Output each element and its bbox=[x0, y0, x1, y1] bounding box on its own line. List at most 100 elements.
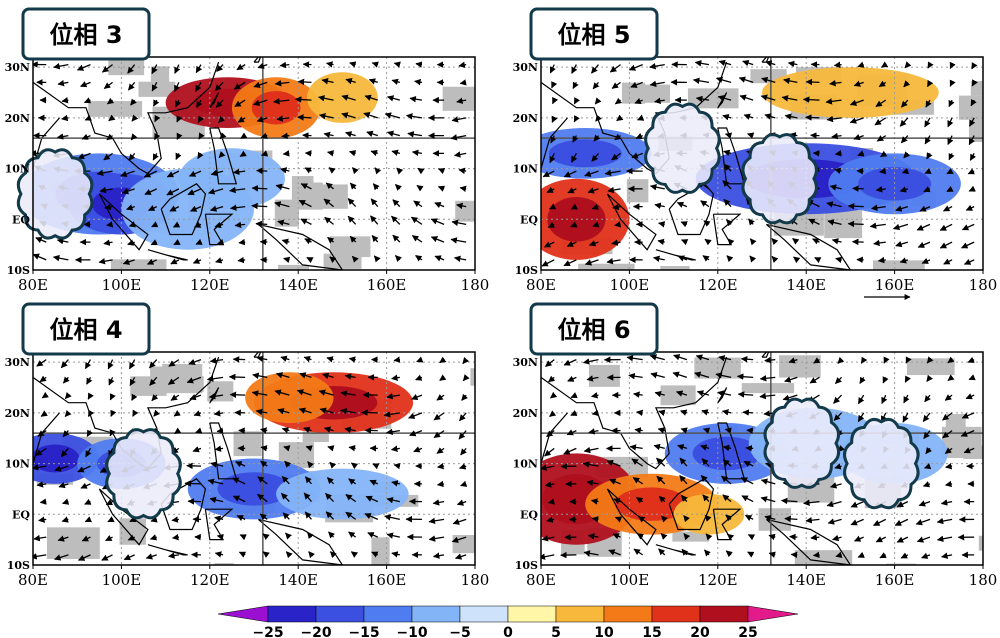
wind-vector bbox=[255, 408, 268, 416]
wind-vector bbox=[847, 202, 864, 210]
wind-vector bbox=[947, 117, 954, 128]
wind-vector bbox=[551, 81, 558, 89]
wind-vector bbox=[715, 76, 732, 84]
wind-vector bbox=[740, 477, 754, 485]
colorbar-max-arrow bbox=[747, 605, 799, 623]
wind-vector bbox=[591, 516, 599, 523]
wind-vector bbox=[551, 115, 558, 123]
x-tick-label: 180 bbox=[969, 571, 998, 589]
wind-vector bbox=[458, 430, 467, 440]
wind-vector bbox=[302, 132, 312, 139]
wind-vector bbox=[548, 375, 556, 383]
wind-vector bbox=[260, 460, 268, 468]
wind-vector bbox=[437, 185, 446, 192]
insignificant-patch bbox=[174, 376, 204, 393]
wind-vector bbox=[323, 426, 334, 433]
wind-vector bbox=[260, 427, 268, 434]
wind-vector bbox=[106, 221, 114, 228]
wind-vector bbox=[803, 499, 820, 506]
wind-vector bbox=[657, 427, 665, 434]
wind-vector bbox=[366, 130, 378, 137]
insignificant-patch bbox=[578, 263, 635, 270]
wind-vector bbox=[613, 498, 621, 505]
wind-vector bbox=[918, 500, 931, 507]
wind-vector bbox=[62, 376, 70, 384]
wind-vector bbox=[174, 427, 182, 435]
colorbar-swatch bbox=[267, 605, 317, 623]
wind-vector bbox=[176, 115, 183, 123]
colorbar-swatch bbox=[555, 605, 605, 623]
wind-vector bbox=[904, 375, 911, 383]
wind-vector bbox=[650, 372, 665, 379]
wind-vector bbox=[550, 135, 557, 144]
wind-vector bbox=[214, 221, 224, 229]
wind-vector bbox=[365, 495, 379, 503]
y-tick-label: EQ bbox=[520, 213, 538, 226]
x-tick-label: 120E bbox=[190, 276, 230, 294]
wind-vector bbox=[238, 238, 246, 246]
wind-vector bbox=[430, 218, 445, 225]
wind-vector bbox=[450, 134, 467, 141]
insignificant-patch bbox=[88, 101, 143, 117]
wind-vector bbox=[363, 112, 378, 119]
wind-vector bbox=[391, 374, 400, 381]
wind-vector bbox=[210, 461, 224, 468]
wind-vector bbox=[462, 374, 470, 382]
wind-vector bbox=[208, 188, 224, 195]
wind-vector bbox=[33, 534, 47, 542]
wind-vector bbox=[237, 256, 246, 264]
wind-vector bbox=[924, 167, 932, 174]
wind-vector bbox=[704, 549, 711, 557]
wind-vector bbox=[297, 78, 312, 86]
wind-vector bbox=[760, 496, 776, 503]
wind-vector bbox=[612, 203, 621, 211]
wind-vector bbox=[582, 358, 599, 365]
wind-vector bbox=[300, 183, 312, 190]
wind-vector bbox=[327, 445, 335, 452]
wind-vector bbox=[459, 79, 467, 86]
wind-vector bbox=[563, 259, 577, 267]
wind-vector bbox=[393, 356, 401, 363]
wind-vector bbox=[349, 182, 357, 190]
wind-vector bbox=[410, 216, 423, 225]
wind-vector bbox=[260, 445, 268, 452]
wind-vector bbox=[131, 114, 139, 122]
wind-vector bbox=[349, 150, 357, 157]
coastline bbox=[712, 213, 742, 246]
wind-vector bbox=[549, 64, 556, 74]
wind-vector bbox=[765, 60, 776, 67]
wind-vector bbox=[875, 186, 886, 193]
colorbar-label: −20 bbox=[300, 625, 331, 638]
wind-vector bbox=[168, 552, 179, 559]
wind-vector bbox=[123, 554, 135, 561]
wind-vector bbox=[235, 461, 246, 468]
coastline bbox=[766, 223, 852, 270]
wind-vector bbox=[283, 256, 291, 264]
wind-vector bbox=[127, 64, 136, 74]
insignificant-patch bbox=[978, 535, 983, 551]
wind-vector bbox=[216, 64, 224, 72]
coastline bbox=[606, 193, 657, 251]
wind-vector bbox=[895, 205, 909, 212]
wind-vector bbox=[308, 551, 315, 559]
anomaly-region bbox=[276, 468, 409, 520]
wind-vector bbox=[761, 76, 776, 84]
convection-cloud-icon bbox=[644, 102, 721, 194]
wind-vector bbox=[54, 554, 69, 561]
wind-vector bbox=[347, 215, 357, 225]
wind-vector bbox=[351, 255, 359, 263]
wind-vector bbox=[961, 412, 975, 419]
wind-vector bbox=[307, 531, 314, 540]
wind-vector bbox=[106, 97, 115, 105]
wind-vector bbox=[303, 492, 312, 503]
wind-vector bbox=[900, 135, 909, 144]
wind-vector bbox=[195, 82, 202, 92]
wind-vector bbox=[658, 548, 666, 556]
x-tick-label: 140E bbox=[786, 571, 826, 589]
wind-vector bbox=[946, 168, 954, 175]
wind-vector bbox=[857, 150, 865, 157]
wind-vector bbox=[392, 234, 401, 243]
wind-vector bbox=[543, 241, 555, 248]
wind-vector bbox=[582, 461, 599, 468]
wind-vector bbox=[344, 373, 356, 380]
